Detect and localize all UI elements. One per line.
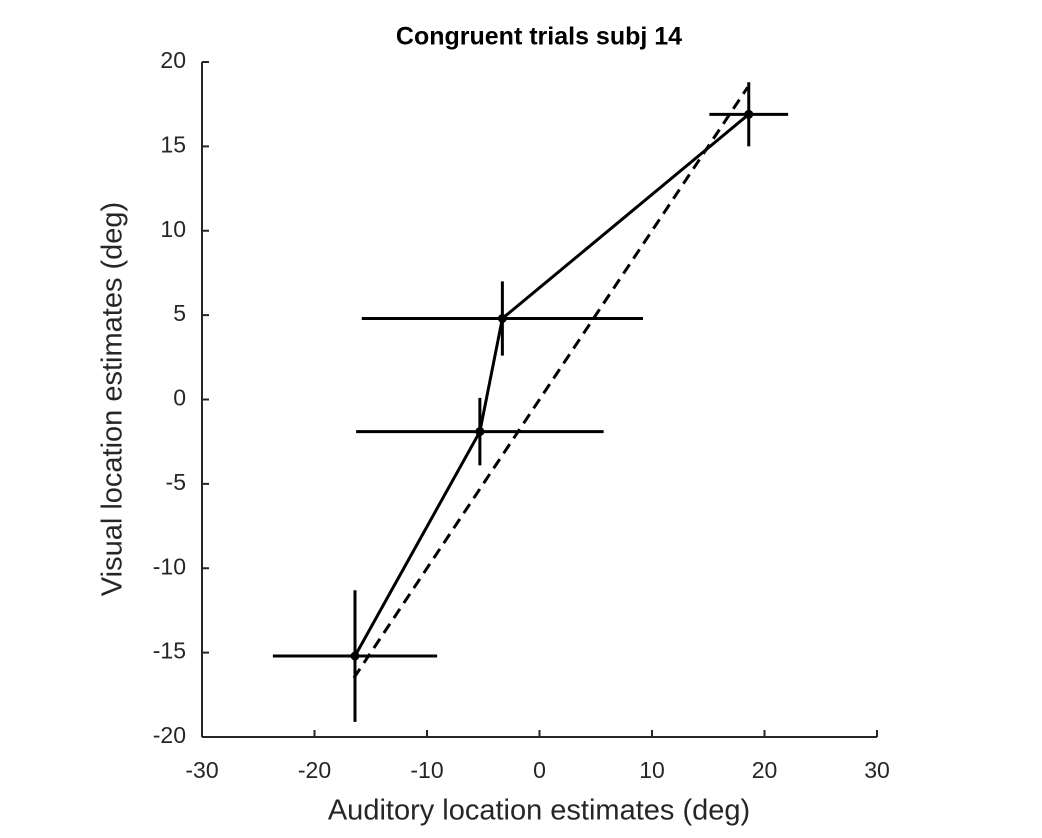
data-point — [475, 427, 485, 437]
reference-line — [352, 86, 749, 679]
x-tick-label: -10 — [410, 757, 443, 783]
x-tick-label: -20 — [298, 757, 331, 783]
y-tick-label: -5 — [166, 469, 186, 495]
data-point — [744, 109, 754, 119]
x-axis-label: Auditory location estimates (deg) — [328, 795, 750, 827]
y-tick-label: 5 — [173, 300, 186, 326]
x-tick-label: -30 — [185, 757, 218, 783]
y-tick-label: 20 — [160, 47, 186, 73]
y-axis-label: Visual location estimates (deg) — [97, 202, 129, 596]
y-tick-label: 15 — [160, 131, 186, 157]
x-tick-label: 0 — [533, 757, 546, 783]
chart-title: Congruent trials subj 14 — [396, 23, 682, 51]
y-tick-label: -10 — [153, 553, 186, 579]
y-tick-label: -15 — [153, 638, 186, 664]
x-tick-label: 30 — [864, 757, 890, 783]
y-tick-label: -20 — [153, 722, 186, 748]
x-tick-label: 20 — [752, 757, 778, 783]
x-tick-label: 10 — [639, 757, 665, 783]
y-tick-label: 0 — [173, 385, 186, 411]
data-point — [350, 651, 360, 661]
data-line — [353, 113, 750, 657]
data-point — [497, 314, 507, 323]
y-tick-label: 10 — [160, 216, 186, 242]
